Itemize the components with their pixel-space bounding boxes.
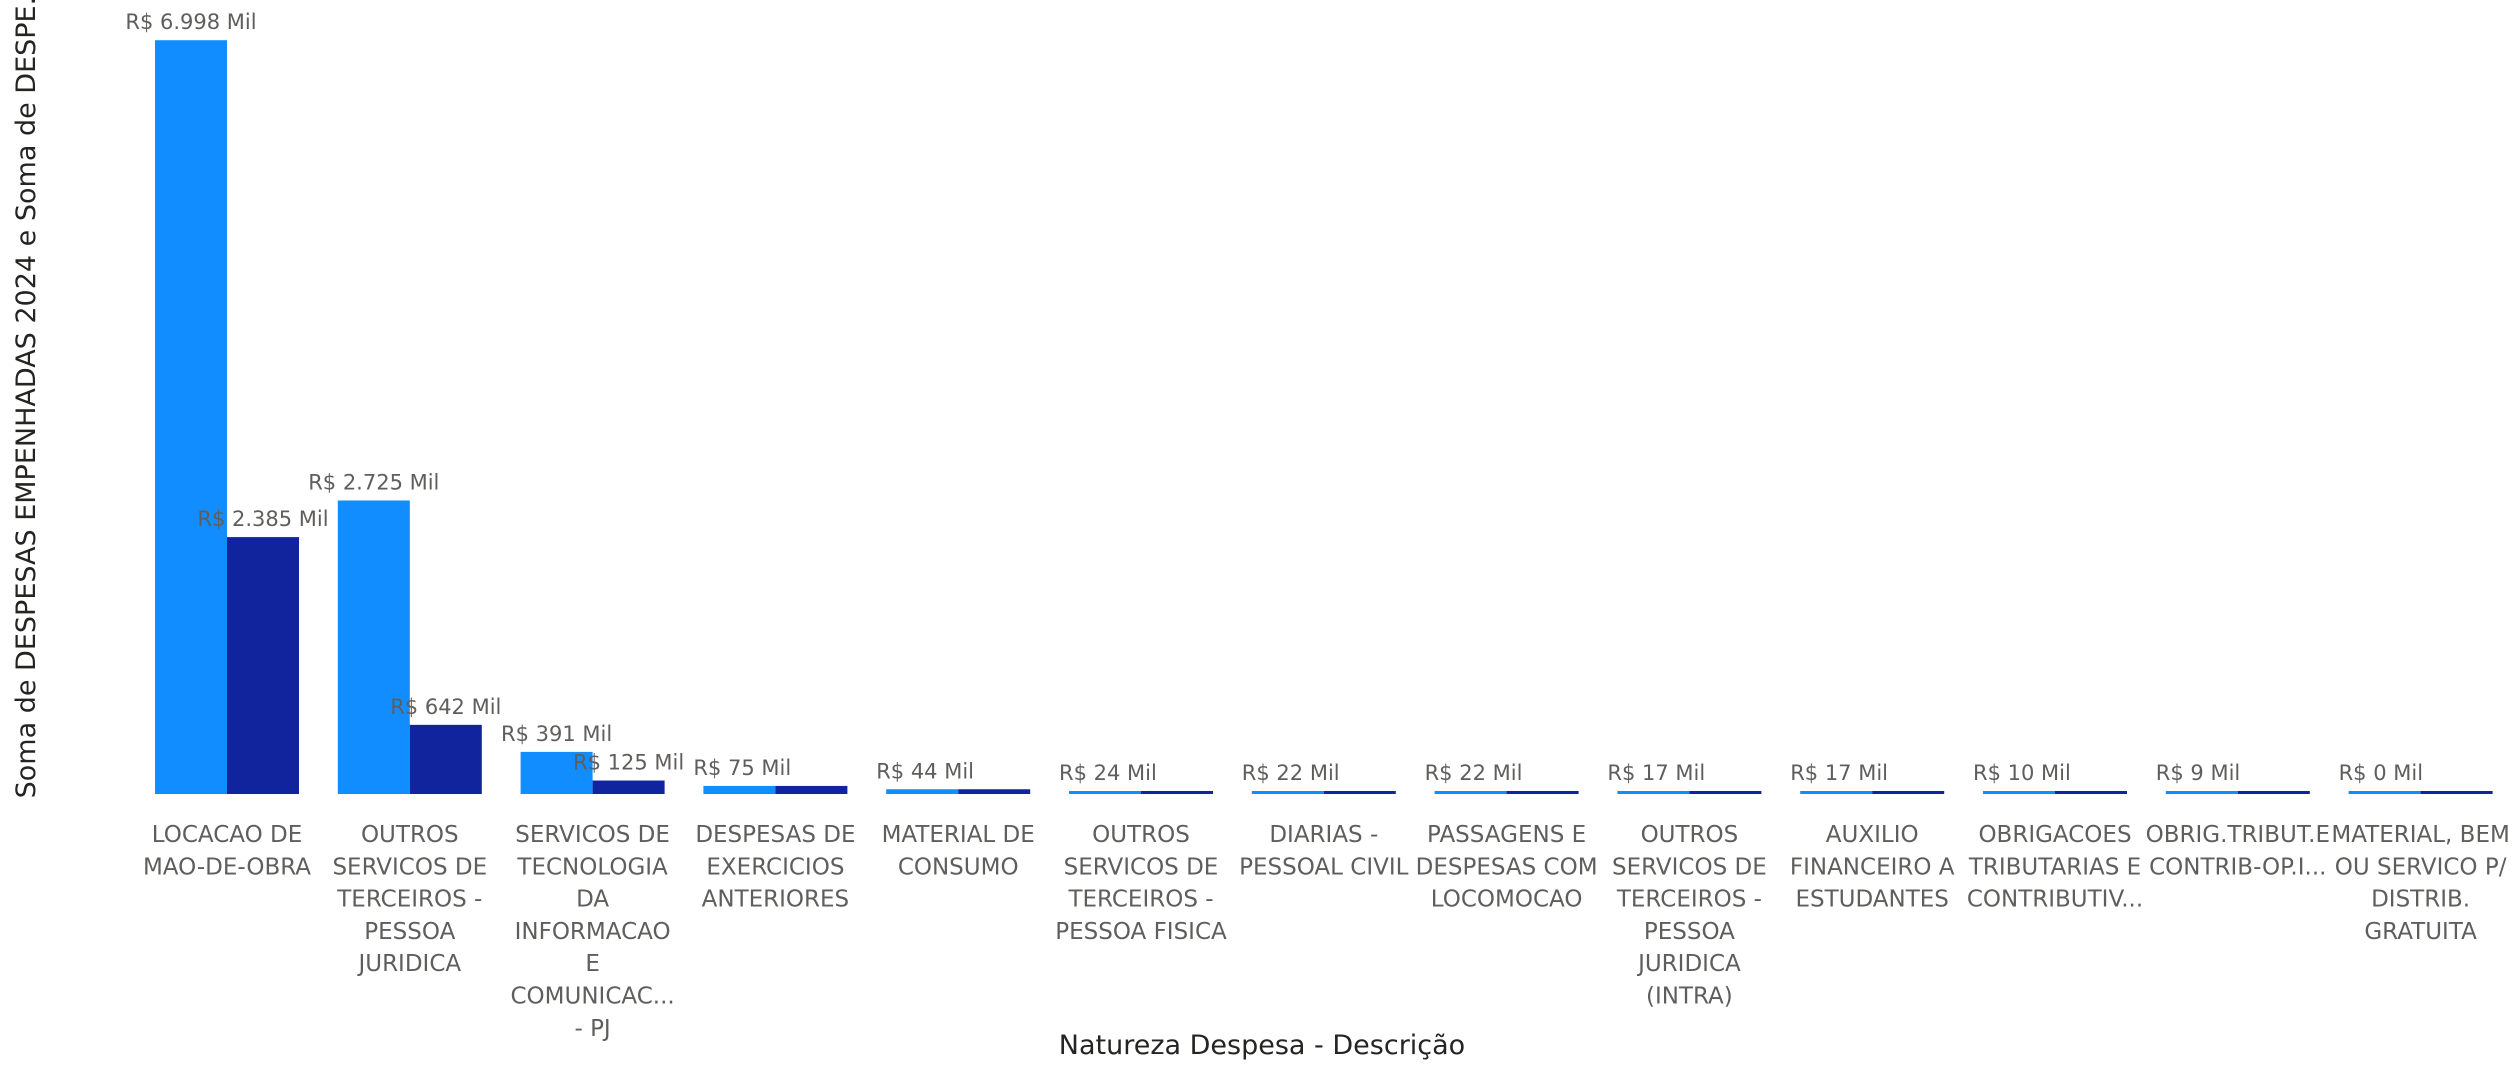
category-label-2-5: COMUNICAC... (510, 984, 674, 1010)
category-label-3-2: ANTERIORES (702, 887, 850, 913)
category-label-2-4: E (585, 951, 600, 977)
category-label-2-1: TECNOLOGIA (516, 854, 668, 880)
bar-series2-6[interactable] (1323, 791, 1396, 794)
data-label-series1-3: R$ 75 Mil (693, 756, 791, 780)
category-label-5-1: SERVICOS DE (1064, 854, 1219, 880)
bar-series2-2[interactable] (592, 780, 665, 794)
category-label-9-0: AUXILIO (1826, 822, 1919, 848)
bar-series2-4[interactable] (958, 789, 1031, 794)
bar-series1-4[interactable] (886, 789, 959, 794)
data-label-series1-2: R$ 391 Mil (501, 722, 612, 746)
category-label-9-2: ESTUDANTES (1795, 887, 1948, 913)
category-label-2-6: - PJ (574, 1016, 610, 1042)
category-label-1-3: PESSOA (364, 919, 455, 945)
category-label-1-0: OUTROS (361, 822, 459, 848)
category-label-2-3: INFORMACAO (515, 919, 671, 945)
data-label-series1-4: R$ 44 Mil (876, 759, 974, 783)
bar-series1-2[interactable] (520, 751, 593, 794)
category-label-4-0: MATERIAL DE (882, 822, 1035, 848)
data-label-series2-2: R$ 125 Mil (573, 751, 684, 775)
plot-area: R$ 6.998 Mil R$ 2.385 Mil LOCACAO DE MAO-DE… (125, 10, 2509, 1042)
bar-series2-10[interactable] (2055, 791, 2127, 794)
category-label-1-1: SERVICOS DE (332, 854, 487, 880)
category-label-5-3: PESSOA FISICA (1055, 919, 1227, 945)
category-label-1-4: JURIDICA (356, 951, 461, 977)
data-label-series1-6: R$ 22 Mil (1242, 761, 1340, 785)
bar-series2-3[interactable] (775, 785, 848, 794)
data-label-series2-0: R$ 2.385 Mil (197, 507, 328, 531)
bar-series2-8[interactable] (1689, 791, 1762, 794)
bar-series1-6[interactable] (1251, 791, 1324, 794)
data-label-series1-5: R$ 24 Mil (1059, 761, 1157, 785)
data-label-series1-0: R$ 6.998 Mil (125, 10, 256, 34)
category-label-10-0: OBRIGACOES (1978, 822, 2131, 848)
bar-series1-12[interactable] (2348, 791, 2421, 794)
data-label-series2-1: R$ 642 Mil (390, 695, 501, 719)
x-axis-title: Natureza Despesa - Descrição (1059, 1030, 1465, 1061)
category-label-11-0: OBRIG.TRIBUT.E (2146, 822, 2330, 848)
category-label-6-0: DIARIAS - (1269, 822, 1378, 848)
bar-series2-11[interactable] (2237, 791, 2310, 794)
category-label-2-2: DA (576, 887, 609, 913)
category-label-8-0: OUTROS (1641, 822, 1739, 848)
data-label-series1-1: R$ 2.725 Mil (308, 470, 439, 494)
category-label-0-0: LOCACAO DE (152, 822, 303, 848)
data-label-series1-7: R$ 22 Mil (1425, 761, 1523, 785)
category-label-11-1: CONTRIB-OP.I... (2149, 854, 2326, 880)
category-label-10-2: CONTRIBUTIV... (1967, 887, 2143, 913)
category-label-5-2: TERCEIROS - (1067, 887, 1213, 913)
category-label-10-1: TRIBUTARIAS E (1968, 854, 2141, 880)
data-label-series1-12: R$ 0 Mil (2339, 761, 2423, 785)
bar-series2-7[interactable] (1506, 791, 1579, 794)
bar-series2-9[interactable] (1872, 791, 1945, 794)
y-axis-title: Soma de DESPESAS EMPENHADAS 2024 e Soma … (11, 0, 42, 798)
category-label-8-4: JURIDICA (1636, 951, 1741, 977)
category-label-12-0: MATERIAL, BEM (2331, 822, 2509, 848)
bar-series1-3[interactable] (703, 785, 776, 794)
category-label-4-1: CONSUMO (898, 854, 1019, 880)
data-label-series1-10: R$ 10 Mil (1973, 761, 2071, 785)
category-label-2-0: SERVICOS DE (515, 822, 670, 848)
category-label-6-1: PESSOAL CIVIL (1239, 854, 1409, 880)
bar-series1-7[interactable] (1434, 791, 1507, 794)
bar-series1-9[interactable] (1800, 791, 1873, 794)
category-label-8-5: (INTRA) (1646, 984, 1733, 1010)
category-label-0-1: MAO-DE-OBRA (143, 854, 311, 880)
category-label-12-2: DISTRIB. (2371, 887, 2470, 913)
category-label-5-0: OUTROS (1092, 822, 1190, 848)
bar-series2-12[interactable] (2420, 791, 2493, 794)
bar-series2-1[interactable] (409, 724, 482, 794)
bar-series1-0[interactable] (155, 40, 227, 794)
data-label-series1-9: R$ 17 Mil (1790, 761, 1888, 785)
category-label-9-1: FINANCEIRO A (1790, 854, 1955, 880)
bar-series1-1[interactable] (337, 500, 410, 794)
category-label-8-2: TERCEIROS - (1616, 887, 1762, 913)
category-label-12-3: GRATUITA (2364, 919, 2477, 945)
bar-series1-5[interactable] (1069, 791, 1141, 794)
data-label-series1-11: R$ 9 Mil (2156, 761, 2240, 785)
category-label-7-1: DESPESAS COM (1416, 854, 1598, 880)
category-label-3-0: DESPESAS DE (695, 822, 855, 848)
bar-series1-8[interactable] (1617, 791, 1690, 794)
bar-series2-0[interactable] (227, 537, 299, 794)
category-label-8-3: PESSOA (1644, 919, 1735, 945)
category-label-8-1: SERVICOS DE (1612, 854, 1767, 880)
bar-series1-11[interactable] (2165, 791, 2238, 794)
category-label-12-1: OU SERVICO P/ (2335, 854, 2507, 880)
category-label-7-2: LOCOMOCAO (1431, 887, 1583, 913)
category-label-1-2: TERCEIROS - (336, 887, 482, 913)
data-label-series1-8: R$ 17 Mil (1607, 761, 1705, 785)
bar-series2-5[interactable] (1141, 791, 1213, 794)
category-label-7-0: PASSAGENS E (1427, 822, 1586, 848)
bar-series1-10[interactable] (1983, 791, 2055, 794)
category-label-3-1: EXERCICIOS (706, 854, 844, 880)
